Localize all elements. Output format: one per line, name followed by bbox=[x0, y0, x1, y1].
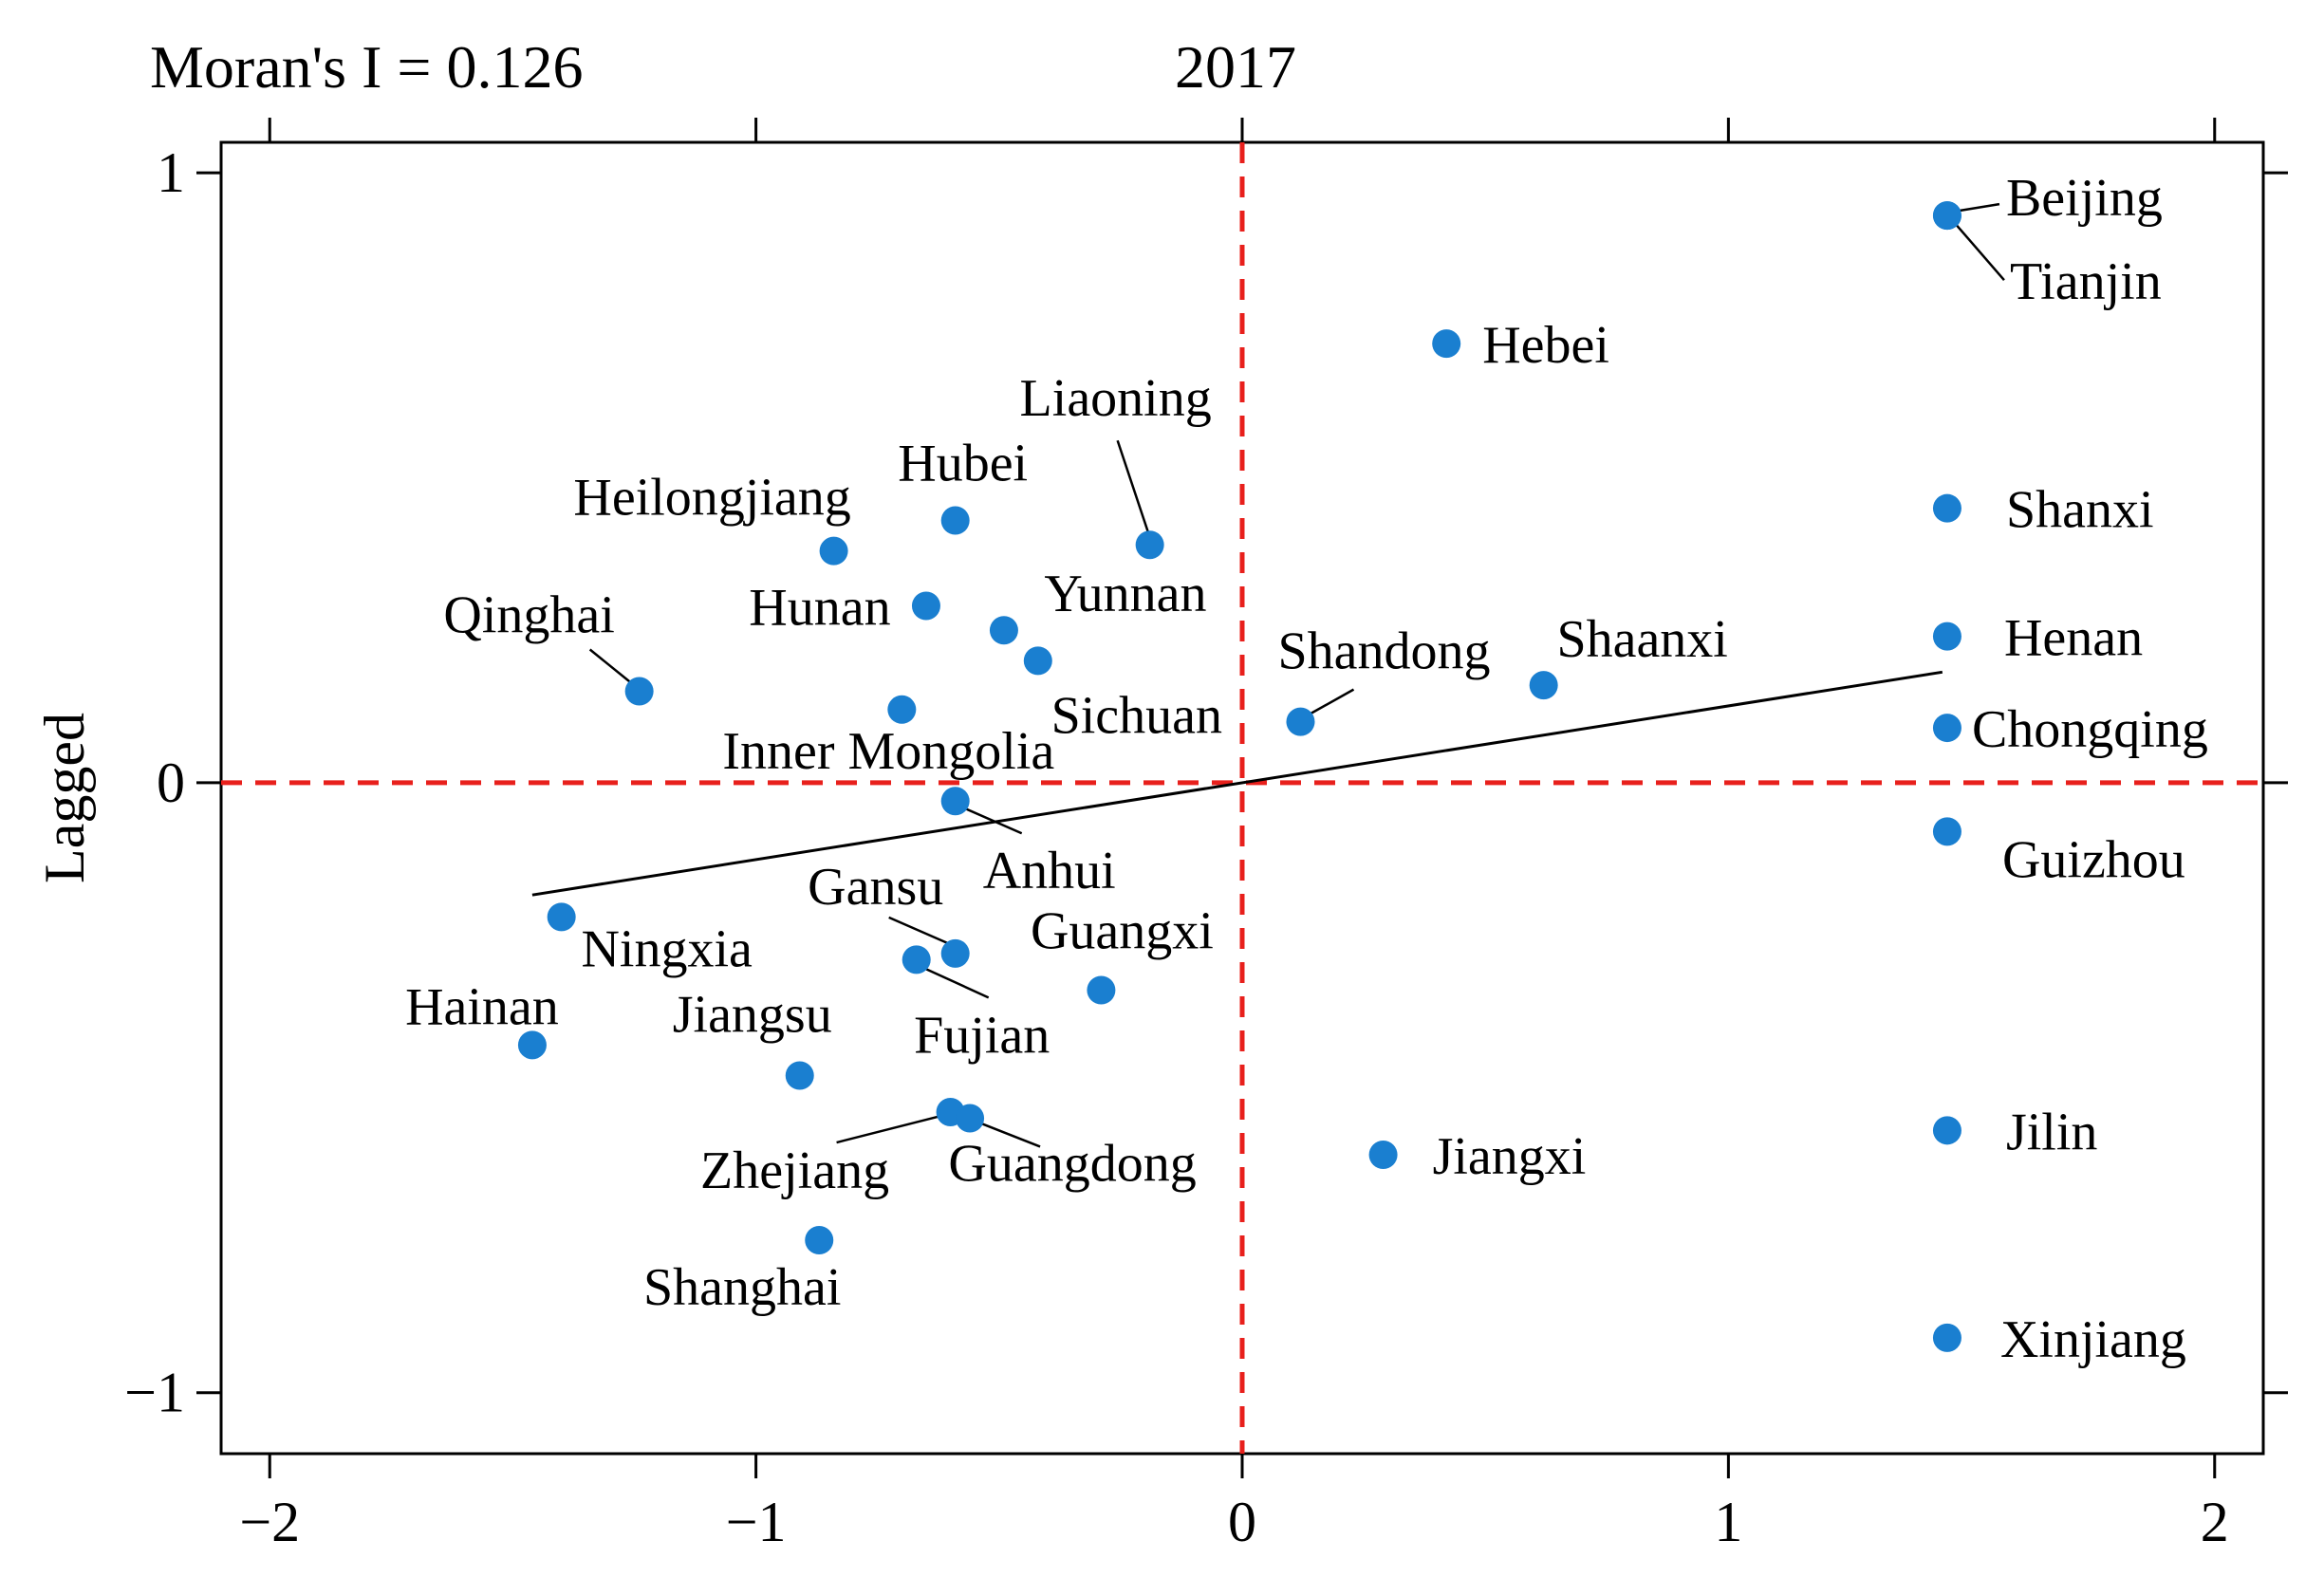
data-point-ningxia bbox=[547, 902, 576, 932]
data-point-henan bbox=[1932, 622, 1961, 651]
data-point-guangdong bbox=[956, 1104, 985, 1133]
point-label-shanghai: Shanghai bbox=[643, 1258, 841, 1317]
x-tick-label: 0 bbox=[1228, 1491, 1256, 1553]
data-point-hebei bbox=[1432, 329, 1461, 359]
point-label-shandong: Shandong bbox=[1277, 622, 1490, 681]
leader-line-guangdong bbox=[976, 1121, 1041, 1148]
point-label-hainan: Hainan bbox=[405, 977, 559, 1036]
point-label-ningxia: Ningxia bbox=[581, 919, 753, 978]
data-point-fujian bbox=[902, 945, 931, 974]
point-label-guizhou: Guizhou bbox=[2002, 830, 2185, 889]
data-point-yunnan bbox=[989, 616, 1018, 645]
point-label-beijing: Beijing bbox=[2006, 169, 2163, 228]
point-label-guangxi: Guangxi bbox=[1031, 901, 1214, 960]
point-label-yunnan: Yunnan bbox=[1044, 565, 1206, 623]
data-point-jiangxi bbox=[1368, 1141, 1398, 1170]
leader-line-fujian bbox=[921, 966, 990, 999]
y-tick-label: −1 bbox=[124, 1362, 185, 1424]
leader-line-liaoning bbox=[1116, 439, 1149, 532]
point-label-heilongjiang: Heilongjiang bbox=[573, 469, 850, 528]
data-point-xinjiang bbox=[1932, 1323, 1961, 1352]
y-tick-label: 0 bbox=[157, 752, 185, 814]
point-label-shanxi: Shanxi bbox=[2006, 481, 2154, 540]
point-label-qinghai: Qinghai bbox=[443, 586, 614, 645]
leader-line-beijing bbox=[1952, 202, 2000, 213]
data-point-gansu bbox=[940, 938, 970, 968]
point-label-hebei: Hebei bbox=[1482, 316, 1609, 375]
point-label-shaanxi: Shaanxi bbox=[1556, 610, 1727, 669]
regression-line bbox=[531, 670, 1943, 897]
point-label-henan: Henan bbox=[2004, 609, 2143, 668]
y-tick-label: 1 bbox=[157, 141, 185, 204]
point-label-liaoning: Liaoning bbox=[1020, 369, 1212, 428]
data-point-heilongjiang bbox=[819, 536, 848, 566]
data-point-inner-mongolia bbox=[887, 695, 917, 724]
x-tick-label: −2 bbox=[239, 1491, 300, 1553]
data-point-liaoning bbox=[1135, 530, 1164, 560]
data-point-jiangsu bbox=[785, 1061, 814, 1090]
point-label-jiangxi: Jiangxi bbox=[1433, 1127, 1587, 1186]
data-point-qinghai bbox=[624, 677, 654, 706]
x-tick-label: 1 bbox=[1714, 1491, 1742, 1553]
data-point-shandong bbox=[1286, 707, 1315, 736]
morans-i-subtitle: Moran's I = 0.126 bbox=[150, 33, 583, 101]
data-point-tianjin bbox=[1932, 201, 1961, 231]
leader-line-qinghai bbox=[588, 648, 631, 683]
point-label-fujian: Fujian bbox=[914, 1006, 1050, 1065]
y-axis-label: Lagged bbox=[33, 713, 96, 883]
data-point-guizhou bbox=[1932, 817, 1961, 846]
data-point-chongqing bbox=[1932, 714, 1961, 743]
leader-line-anhui bbox=[960, 806, 1023, 835]
point-label-anhui: Anhui bbox=[983, 842, 1116, 900]
leader-line-gansu bbox=[888, 916, 951, 946]
leader-line-tianjin bbox=[1954, 222, 2005, 281]
point-label-hubei: Hubei bbox=[898, 435, 1028, 493]
x-tick-label: 2 bbox=[2201, 1491, 2229, 1553]
data-point-hainan bbox=[517, 1030, 547, 1060]
leader-line-zhejiang bbox=[836, 1114, 941, 1144]
point-label-chongqing: Chongqing bbox=[1972, 700, 2208, 759]
point-label-jiangsu: Jiangsu bbox=[673, 985, 832, 1044]
data-point-guangxi bbox=[1087, 975, 1116, 1005]
point-label-gansu: Gansu bbox=[808, 858, 943, 917]
data-point-jilin bbox=[1932, 1116, 1961, 1145]
data-point-hunan bbox=[911, 591, 940, 621]
data-point-shanxi bbox=[1932, 493, 1961, 523]
point-label-inner-mongolia: Inner Mongolia bbox=[722, 722, 1054, 781]
data-point-anhui bbox=[940, 787, 970, 816]
x-tick-label: −1 bbox=[726, 1491, 787, 1553]
data-point-sichuan bbox=[1023, 646, 1052, 676]
point-label-sichuan: Sichuan bbox=[1051, 686, 1222, 745]
data-point-hubei bbox=[940, 506, 970, 535]
data-point-shanghai bbox=[805, 1226, 834, 1255]
point-label-guangdong: Guangdong bbox=[948, 1134, 1196, 1193]
data-point-shaanxi bbox=[1529, 671, 1558, 700]
chart-title: 2017 bbox=[1175, 33, 1296, 101]
point-label-hunan: Hunan bbox=[749, 579, 890, 638]
point-label-xinjiang: Xinjiang bbox=[2000, 1310, 2186, 1369]
point-label-jilin: Jilin bbox=[2006, 1103, 2097, 1161]
point-label-tianjin: Tianjin bbox=[2010, 252, 2162, 311]
leader-line-shandong bbox=[1305, 688, 1355, 717]
point-label-zhejiang: Zhejiang bbox=[700, 1141, 889, 1200]
